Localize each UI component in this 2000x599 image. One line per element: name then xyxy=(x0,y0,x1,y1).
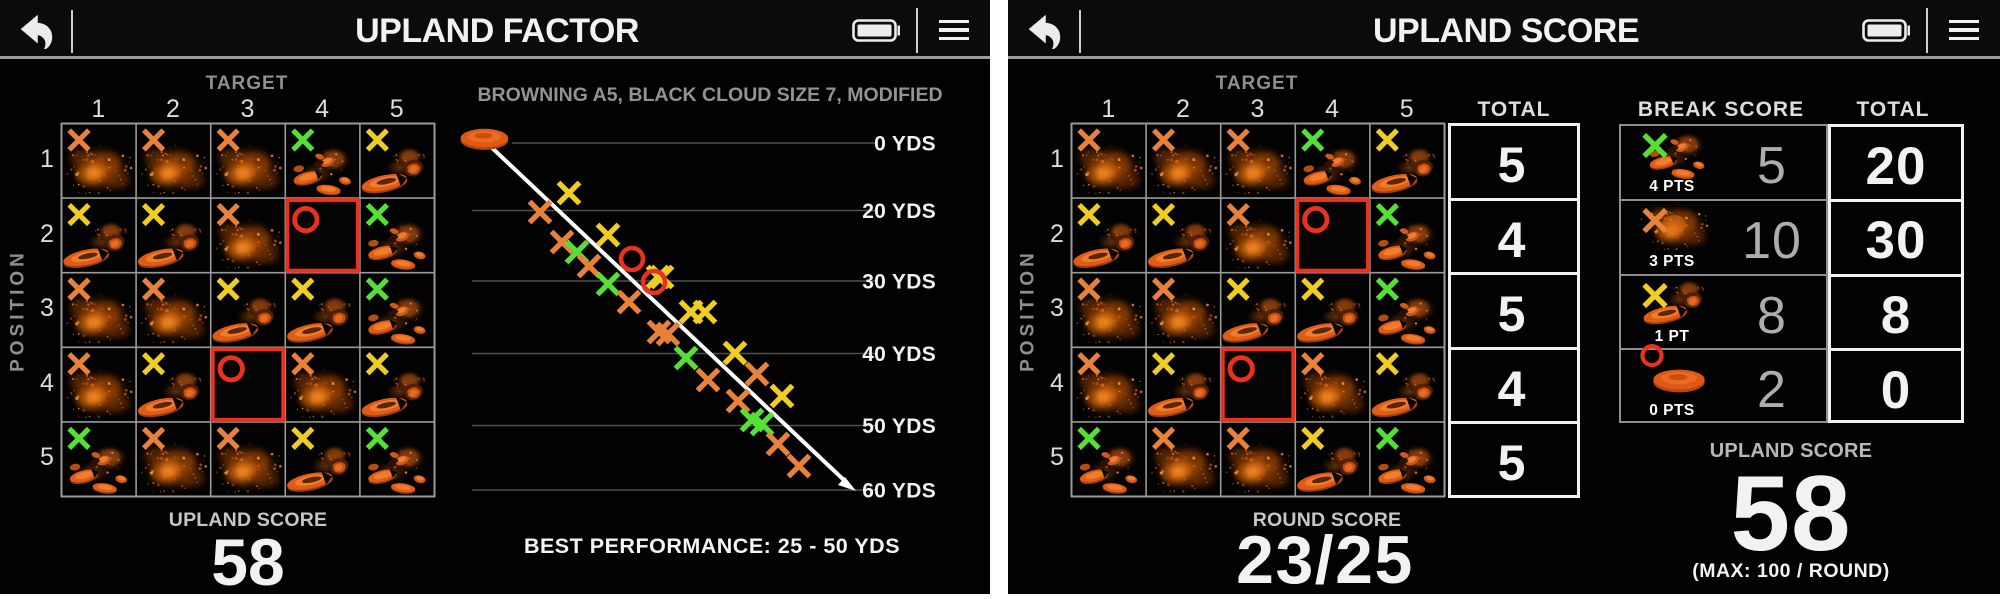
svg-text:40 YDS: 40 YDS xyxy=(862,343,936,366)
svg-text:0 YDS: 0 YDS xyxy=(874,133,936,156)
svg-text:50 YDS: 50 YDS xyxy=(862,415,936,438)
svg-text:30 YDS: 30 YDS xyxy=(862,271,936,294)
svg-text:60 YDS: 60 YDS xyxy=(862,480,936,503)
svg-text:20 YDS: 20 YDS xyxy=(862,200,936,223)
